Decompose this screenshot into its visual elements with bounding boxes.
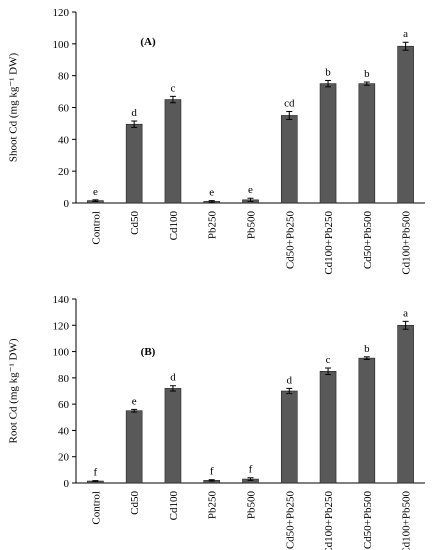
x-tick-label: Cd100: [168, 491, 180, 521]
x-tick-label: Pb250: [207, 211, 219, 240]
y-axis-label: Shoot Cd (mg kg⁻¹ DW): [8, 53, 20, 163]
bar-cd50-pb500: [358, 357, 376, 484]
chart-panel-2: 0 20 40 60 80 100 120 140 Root Cd (mg kg⁻¹ DW) (B…: [8, 294, 425, 550]
y-tick-label: 0: [64, 198, 70, 210]
x-tick-label: Control: [90, 211, 102, 245]
x-tick-label: Cd100+Pb250: [323, 211, 335, 275]
y-tick-label: 40: [58, 134, 70, 146]
bar-cd100: [164, 99, 182, 204]
significance-letter: b: [325, 66, 331, 78]
y-tick-label: 80: [58, 71, 70, 83]
x-tick-label: Cd100: [168, 211, 180, 241]
significance-letter: f: [94, 467, 98, 479]
y-tick-label: 120: [53, 320, 70, 332]
bar-cd100-pb250: [319, 370, 337, 484]
y-tick-label: 20: [58, 452, 70, 464]
bar-cd50-pb250: [280, 390, 298, 484]
significance-letter: c: [170, 82, 175, 94]
significance-letter: f: [210, 466, 214, 478]
y-tick-label: 80: [58, 373, 70, 385]
y-tick-label: 60: [58, 399, 70, 411]
bar-cd50-pb250: [280, 115, 298, 204]
panel-label: (B): [141, 346, 156, 358]
chart-panel-1: 0 20 40 60 80 100 120 Shoot Cd (mg kg⁻¹ DW) (A) e…: [8, 7, 425, 275]
y-axis-label: Root Cd (mg kg⁻¹ DW): [8, 338, 20, 443]
significance-letter: cd: [284, 97, 295, 109]
y-tick-label: 100: [53, 39, 70, 51]
bar-cd100-pb500: [397, 45, 414, 204]
significance-letter: b: [364, 68, 370, 80]
bar-cd100: [164, 388, 182, 484]
significance-letter: e: [248, 184, 253, 196]
significance-letter: a: [403, 28, 408, 40]
bar-cd50: [125, 410, 143, 484]
significance-letter: f: [249, 464, 253, 476]
x-tick-label: Pb500: [246, 491, 258, 520]
y-tick-label: 0: [64, 478, 70, 490]
x-tick-label: Cd50+Pb250: [284, 491, 296, 550]
x-tick-label: Pb500: [246, 211, 258, 240]
y-tick-label: 40: [58, 425, 70, 437]
y-tick-label: 60: [58, 103, 70, 115]
significance-letter: d: [287, 374, 293, 386]
x-tick-label: Cd50+Pb250: [284, 211, 296, 270]
x-tick-label: Cd100+Pb500: [401, 491, 413, 550]
x-tick-label: Cd100+Pb250: [323, 491, 335, 550]
bar-cd100-pb500: [397, 324, 414, 484]
significance-letter: d: [170, 372, 176, 384]
x-tick-label: Cd50: [129, 491, 141, 515]
y-tick-label: 140: [53, 294, 70, 306]
y-tick-label: 100: [53, 347, 70, 359]
significance-letter: d: [131, 107, 137, 119]
bar-cd50-pb500: [358, 83, 376, 204]
panel-label: (A): [140, 36, 156, 48]
bar-cd100-pb250: [319, 83, 337, 204]
significance-letter: e: [209, 187, 214, 199]
significance-letter: e: [93, 186, 98, 198]
x-tick-label: Cd100+Pb500: [401, 211, 413, 275]
y-tick-label: 120: [53, 7, 70, 19]
x-tick-label: Cd50: [129, 211, 141, 235]
x-tick-label: Cd50+Pb500: [362, 211, 374, 270]
x-tick-label: Control: [90, 491, 102, 525]
significance-letter: c: [326, 354, 331, 366]
x-tick-label: Pb250: [207, 491, 219, 520]
y-tick-label: 20: [58, 166, 70, 178]
significance-letter: b: [364, 343, 370, 355]
x-tick-label: Cd50+Pb500: [362, 491, 374, 550]
bar-cd50: [125, 123, 143, 204]
significance-letter: e: [132, 395, 137, 407]
significance-letter: a: [403, 307, 408, 319]
